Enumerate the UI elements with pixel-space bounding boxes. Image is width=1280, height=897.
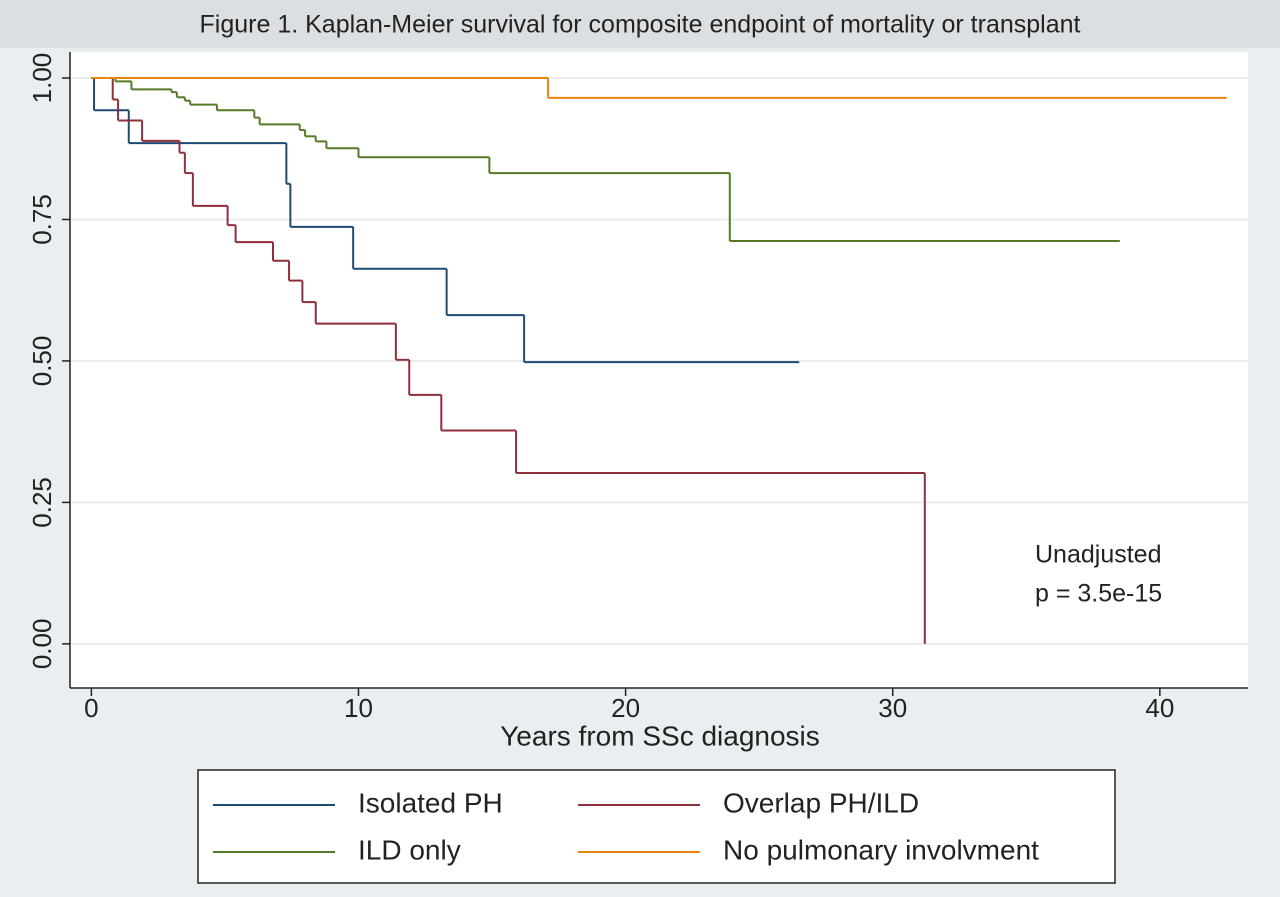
y-tick-label: 0.00: [27, 619, 57, 670]
y-tick-label: 0.75: [27, 194, 57, 245]
x-tick-label: 30: [878, 693, 907, 723]
title-band: [0, 0, 1280, 48]
chart-title: Figure 1. Kaplan-Meier survival for comp…: [200, 11, 1081, 39]
legend-label: Isolated PH: [358, 787, 503, 818]
x-tick-label: 0: [84, 693, 98, 723]
y-tick-label: 0.50: [27, 336, 57, 387]
y-tick-label: 1.00: [27, 53, 57, 104]
x-tick-label: 20: [611, 693, 640, 723]
x-axis-label: Years from SSc diagnosis: [500, 720, 820, 751]
legend: [197, 769, 1116, 884]
y-tick-label: 0.25: [27, 477, 57, 528]
annotation: p = 3.5e-15: [1035, 580, 1162, 608]
legend-label: ILD only: [358, 834, 461, 865]
plot-area: [70, 52, 1248, 688]
legend-label: No pulmonary involvment: [723, 834, 1039, 865]
annotation: Unadjusted: [1035, 541, 1161, 569]
x-tick-label: 10: [344, 693, 373, 723]
legend-label: Overlap PH/ILD: [723, 787, 919, 818]
x-tick-label: 40: [1145, 693, 1174, 723]
